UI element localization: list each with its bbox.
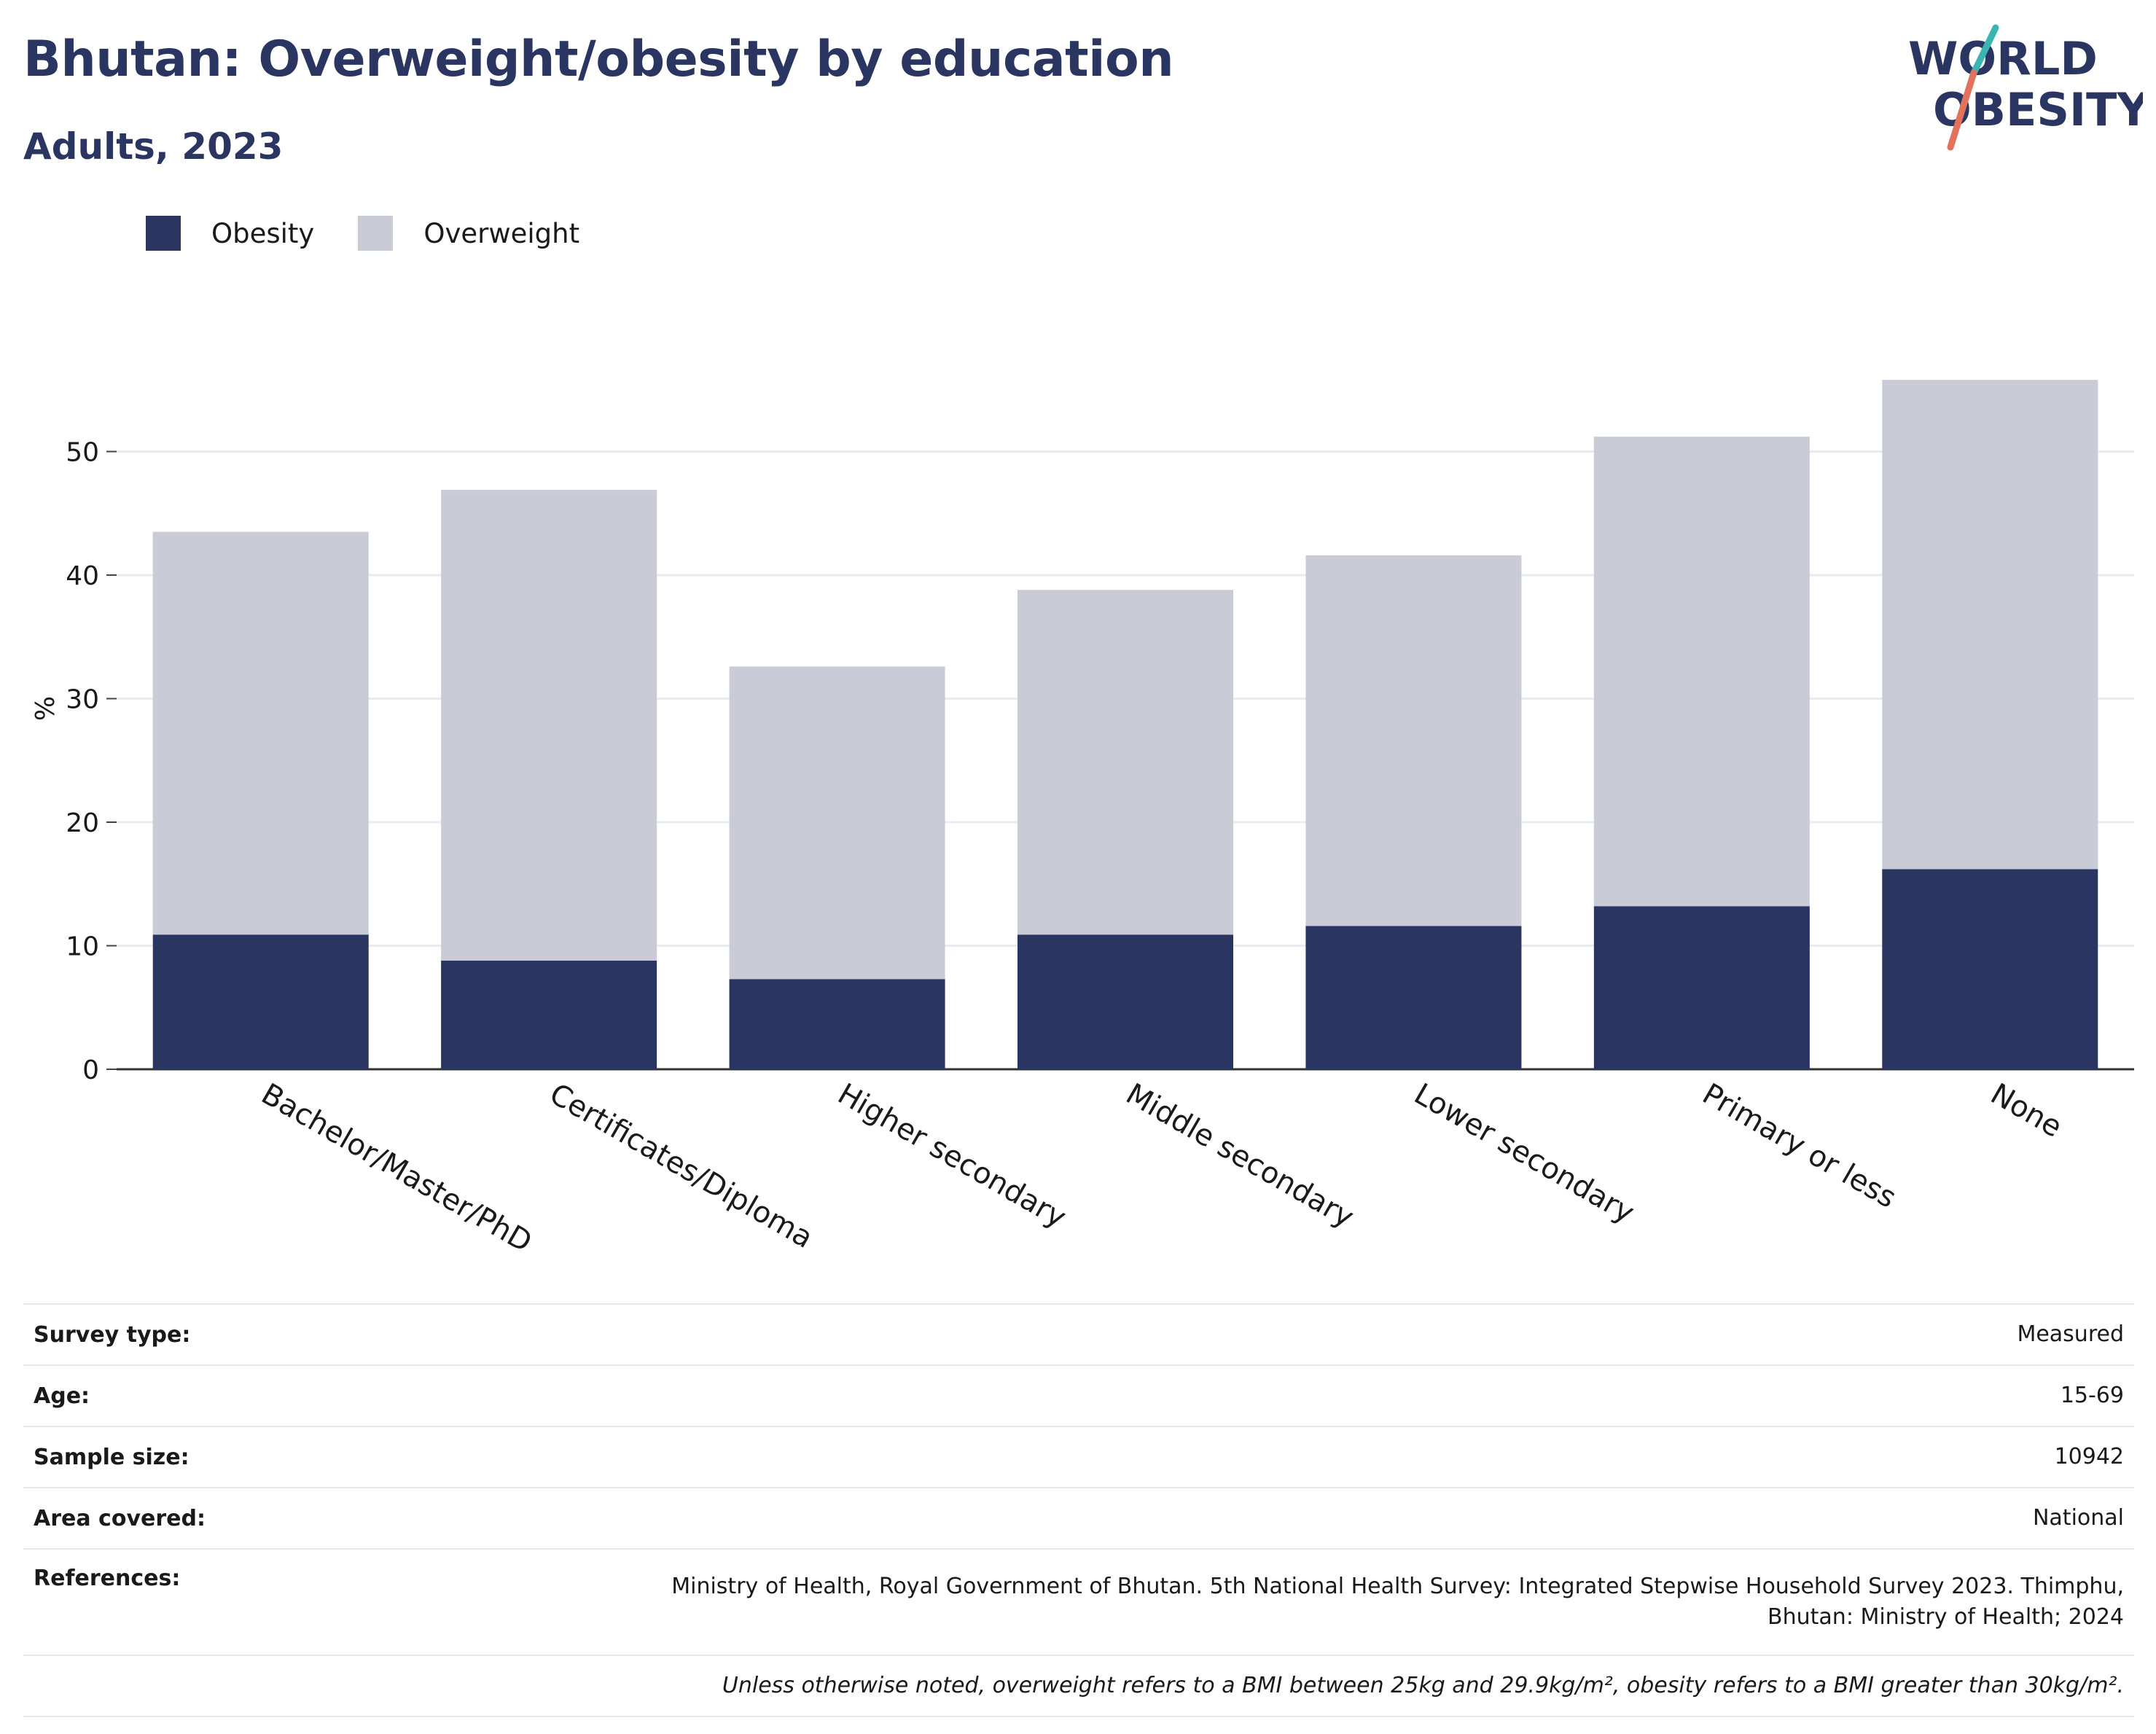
legend-item-overweight[interactable]: Overweight (358, 216, 579, 251)
bar-obesity-6[interactable] (1882, 869, 2098, 1069)
bar-overweight-6[interactable] (1882, 380, 2098, 870)
bar-overweight-0[interactable] (152, 531, 369, 935)
info-row-references: References: Ministry of Health, Royal Go… (23, 1548, 2134, 1655)
x-tick-label: Primary or less (1697, 1077, 1902, 1215)
stacked-bar-chart: 0 10 20 30 40 50 Bachelor/Master/PhD Certifica… (31, 380, 2134, 1260)
info-key: Survey type: (23, 1303, 554, 1365)
y-axis-label: % (31, 696, 60, 721)
info-value: Measured (554, 1303, 2134, 1365)
world-obesity-logo: WORLD OBESITY (1908, 24, 2143, 151)
info-value: 10942 (554, 1426, 2134, 1488)
bar-obesity-2[interactable] (729, 979, 945, 1069)
legend-item-obesity[interactable]: Obesity (146, 216, 314, 251)
y-tick-label: 30 (66, 685, 99, 715)
info-value: National (554, 1487, 2134, 1549)
info-key: Area covered: (23, 1487, 554, 1549)
bar-overweight-4[interactable] (1305, 555, 1522, 926)
info-value: 15-69 (554, 1364, 2134, 1426)
x-tick-label: Bachelor/Master/PhD (256, 1077, 538, 1260)
bars (152, 380, 2098, 1069)
references-text: Ministry of Health, Royal Government of … (554, 1548, 2134, 1655)
survey-info-table: Survey type: Measured Age: 15-69 Sample … (23, 1303, 2134, 1717)
bar-overweight-5[interactable] (1593, 437, 1810, 907)
y-tick-label: 10 (66, 932, 99, 962)
bar-obesity-1[interactable] (441, 960, 657, 1069)
chart-subtitle: Adults, 2023 (23, 125, 284, 168)
x-tick-label: Higher secondary (832, 1077, 1072, 1235)
x-axis-labels: Bachelor/Master/PhD Certificates/Diploma H… (256, 1077, 2068, 1260)
info-key: References: (23, 1548, 554, 1655)
chart-title: Bhutan: Overweight/obesity by education (23, 31, 1174, 88)
bar-obesity-5[interactable] (1593, 906, 1810, 1069)
bar-obesity-0[interactable] (152, 934, 369, 1069)
logo-slash-top (1970, 24, 1999, 77)
logo-word-world: WORLD (1908, 32, 2098, 85)
y-tick-label: 0 (82, 1055, 99, 1085)
bar-overweight-3[interactable] (1018, 590, 1233, 935)
x-tick-label: Lower secondary (1408, 1077, 1639, 1230)
x-tick-label: None (1985, 1077, 2067, 1144)
y-tick-label: 40 (66, 561, 99, 591)
x-tick-label: Certificates/Diploma (544, 1077, 819, 1255)
references-line-1: Ministry of Health, Royal Government of … (671, 1574, 2124, 1599)
info-row-age: Age: 15-69 (23, 1364, 2134, 1426)
info-key: Sample size: (23, 1426, 554, 1488)
bar-overweight-2[interactable] (729, 666, 945, 980)
info-row-sample-size: Sample size: 10942 (23, 1426, 2134, 1488)
legend: Obesity Overweight (146, 216, 623, 251)
legend-label-overweight: Overweight (423, 217, 580, 249)
bar-obesity-4[interactable] (1305, 926, 1522, 1069)
bar-overweight-1[interactable] (441, 490, 657, 961)
logo-slash-bottom (1947, 69, 1977, 151)
legend-label-obesity: Obesity (211, 217, 315, 249)
legend-swatch-obesity (146, 216, 181, 251)
info-row-note: Unless otherwise noted, overweight refer… (23, 1655, 2134, 1717)
y-tick-label: 50 (66, 438, 99, 468)
y-axis-ticks: 0 10 20 30 40 50 (66, 438, 117, 1085)
info-key: Age: (23, 1364, 554, 1426)
info-row-survey-type: Survey type: Measured (23, 1303, 2134, 1365)
legend-swatch-overweight (358, 216, 394, 251)
references-line-2: Bhutan: Ministry of Health; 2024 (1768, 1604, 2124, 1630)
definition-note: Unless otherwise noted, overweight refer… (23, 1655, 2134, 1717)
x-tick-label: Middle secondary (1120, 1077, 1359, 1235)
y-tick-label: 20 (66, 808, 99, 838)
bar-obesity-3[interactable] (1018, 934, 1233, 1069)
info-row-area-covered: Area covered: National (23, 1487, 2134, 1549)
